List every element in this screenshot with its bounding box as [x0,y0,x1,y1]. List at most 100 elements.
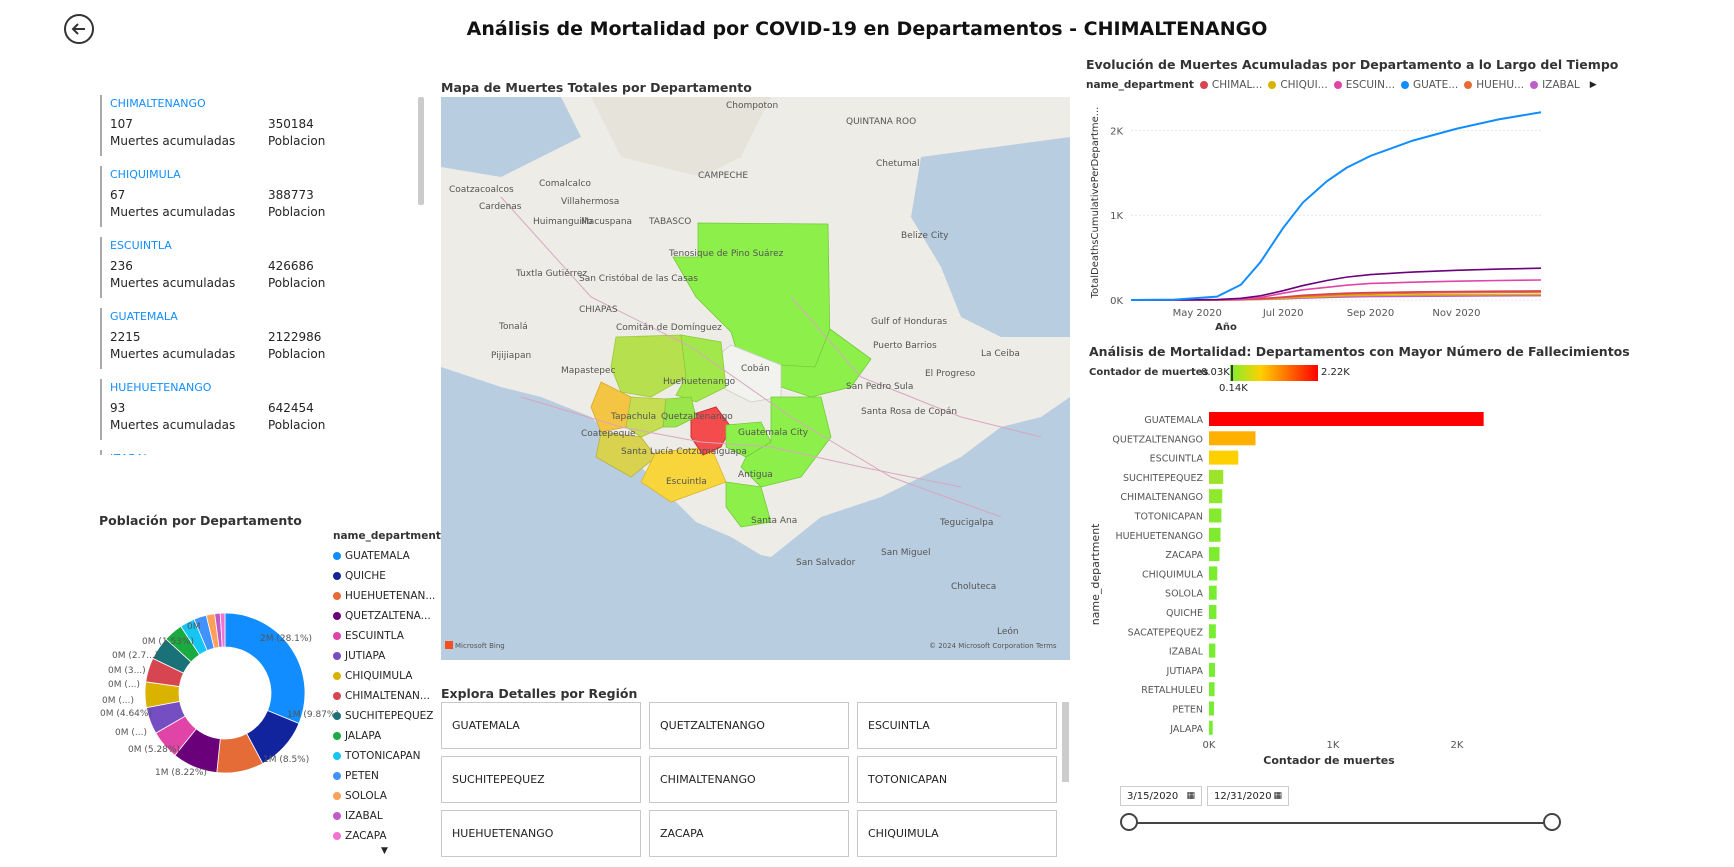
map-place-label: Coatzacoalcos [449,185,514,195]
map-place-label: Tonalá [498,322,528,332]
bar[interactable] [1209,643,1216,658]
bar[interactable] [1209,720,1213,735]
map-place-label: El Progreso [925,369,976,379]
arrow-left-icon [71,23,85,35]
legend-next-icon[interactable]: ▶ [1589,80,1597,90]
map-visual[interactable]: Chompoton QUINTANA ROO CAMPECHE Chetumal Coa… [441,97,1070,660]
donut-title: Población por Departamento [99,513,302,528]
line-series[interactable] [1131,267,1542,301]
region-button[interactable]: CHIMALTENANGO [649,756,849,803]
map-place-label: CHIAPAS [579,305,618,315]
quetzaltenango-region [625,396,667,438]
bar[interactable] [1209,412,1484,426]
donut-legend-item[interactable]: IZABAL [333,806,441,826]
donut-chart[interactable] [144,605,306,784]
region-button[interactable]: ESCUINTLA [857,702,1057,749]
color-legend-marker [1231,365,1233,381]
region-button[interactable]: GUATEMALA [441,702,641,749]
slider-track[interactable] [1130,822,1550,824]
donut-slice[interactable] [219,612,226,648]
region-button[interactable]: HUEHUETENANGO [441,810,641,857]
line-legend-item[interactable]: HUEHU... [1464,79,1524,91]
map-place-label: Coatepeque [581,429,636,439]
cards-scrollbar[interactable] [418,97,424,205]
line-legend-item[interactable]: CHIQUI... [1268,79,1328,91]
region-button[interactable]: QUETZALTENANGO [649,702,849,749]
line-series[interactable] [1130,111,1542,301]
card-department-name: CHIQUIMULA [110,168,181,181]
region-button[interactable]: CHIQUIMULA [857,810,1057,857]
bar[interactable] [1209,624,1216,639]
legend-label: IZABAL [1542,79,1580,91]
legend-label: CHIQUIMULA [345,670,413,682]
donut-legend-item[interactable]: ZACAPA [333,826,441,846]
bar[interactable] [1209,547,1220,562]
donut-legend-item[interactable]: CHIMALTENAN... [333,686,441,706]
map-place-label: Comitán de Domínguez [616,323,722,333]
x-tick-label: May 2020 [1173,308,1222,319]
bar[interactable] [1209,605,1217,619]
donut-legend-item[interactable]: SUCHITEPEQUEZ [333,706,441,726]
bar[interactable] [1209,469,1224,484]
legend-scroll-down-icon[interactable]: ▼ [381,846,388,856]
department-cards: CHIMALTENANGO 107 350184 Muertes acumulad… [100,95,410,455]
x-tick-label: 0K [1203,740,1216,751]
legend-dot [1199,81,1208,89]
region-button[interactable]: SUCHITEPEQUEZ [441,756,641,803]
donut-legend-item[interactable]: ESCUINTLA [333,626,441,646]
donut-legend-item[interactable]: CHIQUIMULA [333,666,441,686]
donut-slice[interactable] [224,612,306,725]
donut-legend-item[interactable]: GUATEMALA [333,546,441,566]
totonicapan-region [662,396,697,428]
slider-handle-start[interactable] [1120,813,1138,831]
donut-legend-item[interactable]: QUICHE [333,566,441,586]
line-legend-item[interactable]: ESCUIN... [1333,79,1395,91]
region-button[interactable]: TOTONICAPAN [857,756,1057,803]
map-place-label: Guatemala City [738,428,809,438]
line-chart[interactable]: 0K 1K 2K May 2020 Jul 2020 Sep 2020 Nov 2020 Añ… [1086,95,1556,339]
card-deaths-label: Muertes acumuladas [110,418,236,432]
bar-chart[interactable]: GUATEMALA QUETZALTENANGO ESCUINTLA SUCHITEP… [1089,400,1559,774]
donut-legend-item[interactable]: TOTONICAPAN [333,746,441,766]
bar-category-label: PETEN [1172,705,1203,716]
donut-data-label: 0M [187,622,201,632]
map-place-label: Escuintla [666,477,707,487]
bar[interactable] [1209,431,1256,446]
map-place-label: Antigua [738,470,773,480]
region-button[interactable]: ZACAPA [649,810,849,857]
donut-legend-item[interactable]: PETEN [333,766,441,786]
start-date-input[interactable]: 3/15/2020 ▦ [1120,786,1202,806]
legend-label: CHIQUI... [1280,79,1328,91]
color-legend-min: 0.03K [1201,367,1230,378]
donut-legend-item[interactable]: HUEHUETENAN... [333,586,441,606]
bar[interactable] [1209,585,1217,600]
bar[interactable] [1209,450,1239,465]
bar[interactable] [1209,566,1218,581]
legend-label: ESCUINTLA [345,630,404,642]
donut-data-label: 0M (...) [108,680,140,690]
slider-handle-end[interactable] [1543,813,1561,831]
bar[interactable] [1209,701,1214,716]
bar[interactable] [1209,662,1215,677]
start-date-value: 3/15/2020 [1127,790,1179,802]
line-legend-item[interactable]: IZABAL [1530,79,1580,91]
back-button[interactable] [64,14,94,44]
donut-legend-item[interactable]: JUTIAPA [333,646,441,666]
department-card: GUATEMALA 2215 2122986 Muertes acumuladas… [100,308,400,369]
bar[interactable] [1209,682,1215,697]
donut-data-label: 0M (5.28%) [128,745,180,755]
buttons-scrollbar[interactable] [1062,702,1069,782]
donut-data-label: 0M (2.7...) [112,651,159,661]
donut-legend-item[interactable]: JALAPA [333,726,441,746]
bar[interactable] [1209,527,1221,542]
line-legend-item[interactable]: CHIMAL... [1199,79,1262,91]
line-legend-item[interactable]: GUATE... [1400,79,1458,91]
card-population: 350184 [268,117,314,131]
map-place-label: Pijijiapan [491,351,531,361]
donut-legend-item[interactable]: QUETZALTENA... [333,606,441,626]
end-date-input[interactable]: 12/31/2020 ▦ [1207,786,1289,806]
bar[interactable] [1209,508,1222,523]
bar[interactable] [1209,489,1223,504]
donut-legend-item[interactable]: SOLOLA [333,786,441,806]
map-place-label: Belize City [901,231,949,241]
